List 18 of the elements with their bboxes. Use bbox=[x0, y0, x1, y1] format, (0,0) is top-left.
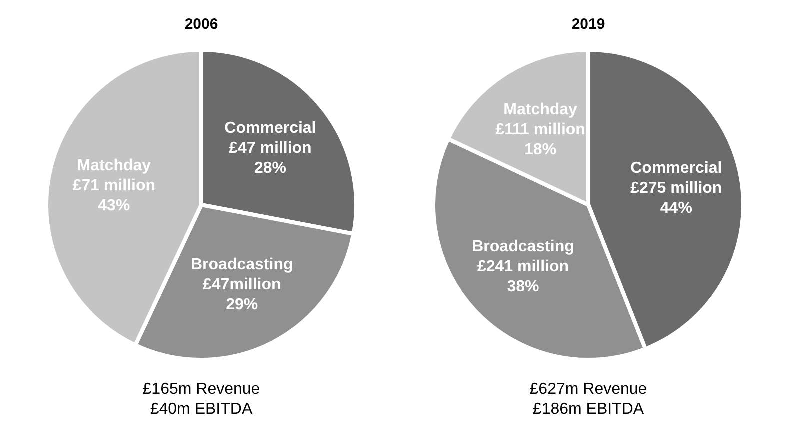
chart-title: 2006 bbox=[184, 16, 220, 33]
text: £165m Revenue bbox=[142, 380, 262, 400]
chart-title: 2019 bbox=[570, 16, 606, 33]
slice-label: Commercial bbox=[224, 119, 316, 136]
slice-label: Broadcasting bbox=[472, 238, 574, 255]
text: £40m EBITDA bbox=[149, 400, 254, 420]
data-label: £111 million 18% bbox=[496, 120, 586, 158]
slice-label: Matchday bbox=[504, 100, 578, 118]
text: £186m EBITDA bbox=[532, 400, 646, 420]
slice-label: Matchday bbox=[77, 156, 152, 174]
data-label: £47 million 28% bbox=[229, 139, 312, 176]
data-label: £71 million 43% bbox=[72, 176, 156, 214]
data-label: £47million 29% bbox=[203, 276, 282, 314]
text: £627m Revenue bbox=[528, 380, 648, 400]
slice-label: Broadcasting bbox=[191, 256, 294, 274]
data-label: £275 million 44% bbox=[630, 180, 722, 217]
data-label: £241 million 38% bbox=[477, 258, 570, 295]
slice-label: Commercial bbox=[630, 160, 722, 177]
